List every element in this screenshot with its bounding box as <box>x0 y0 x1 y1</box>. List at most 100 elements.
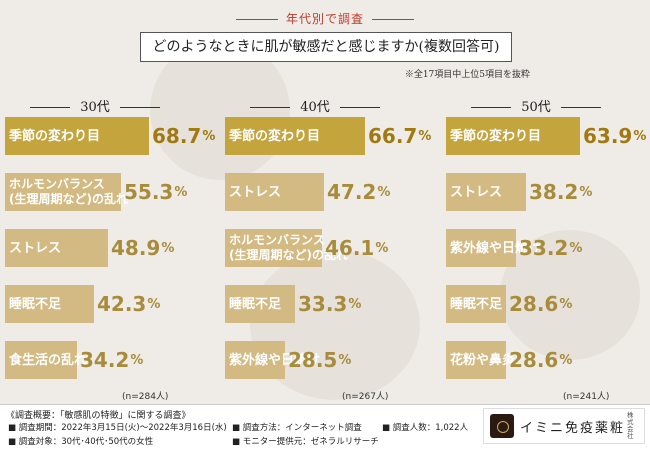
data-label: 48.9% <box>111 229 174 267</box>
bar-label: 紫外線や日焼け <box>229 352 321 368</box>
data-label-value: 55.3 <box>124 180 174 204</box>
title-rule-left <box>30 107 71 108</box>
chart-title-text: 40代 <box>300 100 330 115</box>
bar-label: 睡眠不足 <box>229 296 282 312</box>
data-label-value: 47.2 <box>327 180 377 204</box>
company-logo: イミニ免疫薬粧 株式会社 <box>483 408 645 444</box>
data-label: 42.3% <box>97 285 160 323</box>
data-label: 68.7% <box>152 117 215 155</box>
data-label-unit: % <box>130 352 144 368</box>
sample-size: (n=267人) <box>342 392 389 402</box>
bar: ストレス <box>446 173 526 211</box>
data-label-unit: % <box>174 184 188 200</box>
data-label: 47.2% <box>327 173 390 211</box>
bar: ストレス <box>5 229 108 267</box>
bar-label: 季節の変わり目 <box>450 128 542 144</box>
data-label: 38.2% <box>529 173 592 211</box>
data-label-unit: % <box>579 184 593 200</box>
data-label-value: 46.1 <box>325 236 375 260</box>
data-label-unit: % <box>377 184 391 200</box>
bar: 睡眠不足 <box>446 285 506 323</box>
bar: ホルモンバランス (生理周期など)の乱れ <box>225 229 348 267</box>
data-label: 46.1% <box>325 229 388 267</box>
chart-title: 40代 <box>225 96 405 115</box>
data-label: 63.9% <box>583 117 646 155</box>
data-label-value: 48.9 <box>111 236 161 260</box>
data-label: 33.2% <box>519 229 582 267</box>
logo-mark-icon <box>490 414 514 438</box>
data-label-unit: % <box>338 352 352 368</box>
survey-target: ■ 調査対象：30代･40代･50代の女性 <box>8 437 154 447</box>
chart-title-text: 50代 <box>521 100 551 115</box>
bar-label: ストレス <box>229 184 282 200</box>
title-rule-left <box>250 107 291 108</box>
data-label-unit: % <box>348 296 362 312</box>
data-label-unit: % <box>569 240 583 256</box>
data-label-unit: % <box>147 296 161 312</box>
bar: 食生活の乱れ <box>5 341 87 379</box>
title-rule-right <box>119 107 160 108</box>
data-label: 28.6% <box>509 285 572 323</box>
question-note: ※全17項目中上位5項目を抜粋 <box>404 70 530 80</box>
bar-label: 睡眠不足 <box>450 296 503 312</box>
bar: 睡眠不足 <box>225 285 295 323</box>
bar-label: 季節の変わり目 <box>229 128 321 144</box>
chart-title-text: 30代 <box>80 100 110 115</box>
survey-method: ■ 調査方法：インターネット調査 <box>232 423 362 433</box>
bar: 睡眠不足 <box>5 285 94 323</box>
data-label-unit: % <box>633 128 647 144</box>
bar: 季節の変わり目 <box>5 117 149 155</box>
survey-period: ■ 調査期間：2022年3月15日(火)～2022年3月16日(水) <box>8 423 227 433</box>
data-label-value: 66.7 <box>368 124 418 148</box>
logo-sub: 株式会社 <box>627 411 634 440</box>
data-label-value: 38.2 <box>529 180 579 204</box>
bar: 花粉や鼻炎 <box>446 341 515 379</box>
bar-label: ストレス <box>450 184 503 200</box>
data-label-unit: % <box>559 296 573 312</box>
sample-size: (n=241人) <box>563 392 610 402</box>
bar-label: ストレス <box>9 240 62 256</box>
title-rule-right <box>560 107 601 108</box>
chart-title: 50代 <box>446 96 626 115</box>
data-label-value: 28.5 <box>288 348 338 372</box>
data-label-unit: % <box>161 240 175 256</box>
title-rule-left <box>471 107 512 108</box>
header-label: 年代別で調査 <box>0 10 650 27</box>
survey-title: 《調査概要：「敏感肌の特徴」に関する調査》 <box>6 411 191 421</box>
data-label: 34.2% <box>80 341 143 379</box>
bar-label: ホルモンバランス (生理周期など)の乱れ <box>229 233 348 262</box>
chart-title: 30代 <box>5 96 185 115</box>
data-label: 28.5% <box>288 341 351 379</box>
bar: 紫外線や日焼け <box>225 341 320 379</box>
data-label: 28.6% <box>509 341 572 379</box>
survey-provider: ■ モニター提供元：ゼネラルリサーチ <box>232 437 379 447</box>
background-decoration <box>500 230 640 360</box>
data-label-unit: % <box>375 240 389 256</box>
data-label-value: 28.6 <box>509 292 559 316</box>
sample-size: (n=284人) <box>122 392 169 402</box>
data-label: 66.7% <box>368 117 431 155</box>
header-label-text: 年代別で調査 <box>285 12 364 26</box>
data-label-value: 68.7 <box>152 124 202 148</box>
data-label: 33.3% <box>298 285 361 323</box>
bar: 季節の変わり目 <box>225 117 365 155</box>
title-rule-right <box>339 107 380 108</box>
bar-label: 紫外線や日焼け <box>450 240 542 256</box>
data-label-value: 42.3 <box>97 292 147 316</box>
data-label-value: 34.2 <box>80 348 130 372</box>
bar-label: ホルモンバランス (生理周期など)の乱れ <box>9 177 128 206</box>
survey-count: ■ 調査人数：1,022人 <box>382 423 469 433</box>
background-decoration <box>150 40 290 180</box>
bar-label: 花粉や鼻炎 <box>450 352 516 368</box>
bar: 紫外線や日焼け <box>446 229 541 267</box>
logo-name: イミニ免疫薬粧 <box>520 420 626 436</box>
question-box: どのようなときに肌が敏感だと感じますか(複数回答可) <box>140 32 512 62</box>
header: 年代別で調査 どのようなときに肌が敏感だと感じますか(複数回答可) ※全17項目… <box>0 0 650 90</box>
data-label-value: 33.2 <box>519 236 569 260</box>
data-label-value: 63.9 <box>583 124 633 148</box>
bar: ストレス <box>225 173 324 211</box>
bar-label: 季節の変わり目 <box>9 128 101 144</box>
data-label-unit: % <box>202 128 216 144</box>
data-label-value: 28.6 <box>509 348 559 372</box>
data-label-unit: % <box>418 128 432 144</box>
